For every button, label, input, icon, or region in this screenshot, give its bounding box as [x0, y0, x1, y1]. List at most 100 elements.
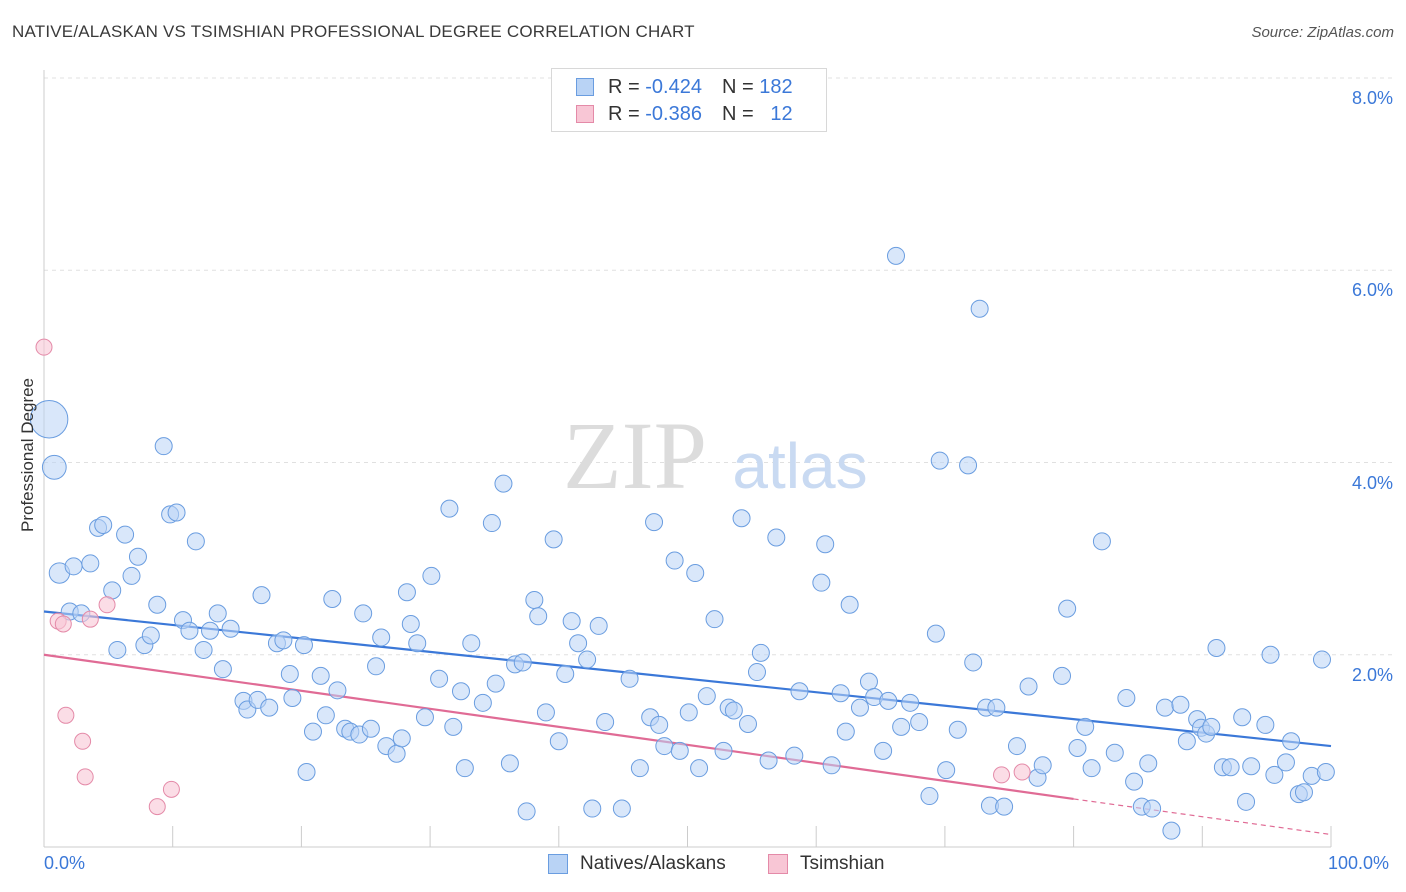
natives-point	[812, 573, 831, 592]
natives-point	[1053, 666, 1072, 685]
x-tick-label-min: 0.0%	[44, 853, 86, 873]
watermark-zip: ZIP	[563, 402, 707, 509]
natives-point	[213, 660, 232, 679]
natives-point	[686, 564, 705, 583]
natives-point	[544, 530, 563, 549]
natives-point	[430, 669, 449, 688]
natives-point	[1068, 738, 1087, 757]
natives-point	[1237, 792, 1256, 811]
tsimshian-trend-line	[43, 653, 1074, 801]
natives-point	[252, 586, 271, 605]
natives-point	[328, 681, 347, 700]
natives-point	[486, 674, 505, 693]
natives-point	[650, 715, 669, 734]
bottom-legend-natives: Natives/Alaskans	[548, 851, 726, 877]
watermark: ZIP atlas	[563, 402, 868, 509]
natives-point	[451, 682, 470, 701]
y-axis-title: Professional Degree	[18, 377, 37, 533]
natives-point	[1202, 717, 1221, 736]
stats-legend: R = -0.424 N = 182 R = -0.386 N = 12	[551, 68, 827, 132]
legend-row-tsimshian: R = -0.386 N = 12	[576, 101, 793, 127]
natives-point	[850, 698, 869, 717]
natives-point	[1105, 743, 1124, 762]
natives-point	[630, 759, 649, 778]
natives-point	[724, 701, 743, 720]
natives-point	[1294, 783, 1313, 802]
natives-point	[697, 687, 716, 706]
natives-point	[816, 535, 835, 554]
natives-point	[1207, 639, 1226, 658]
natives-point	[29, 400, 69, 439]
natives-point	[1058, 599, 1077, 618]
legend-row-natives: R = -0.424 N = 182	[576, 74, 793, 100]
natives-point	[260, 698, 279, 717]
tsimshian-point	[1013, 763, 1031, 781]
y-tick-label: 8.0%	[1351, 88, 1393, 108]
natives-point	[1177, 732, 1196, 751]
natives-point	[1019, 677, 1038, 696]
natives-point	[747, 663, 766, 682]
natives-point	[387, 744, 406, 763]
tsimshian-point	[35, 338, 53, 356]
natives-point	[1242, 757, 1261, 776]
natives-point	[612, 799, 631, 818]
natives-point	[549, 732, 568, 751]
legend-r-value-natives: -0.424	[645, 75, 702, 98]
source-label: Source: ZipAtlas.com	[1251, 24, 1394, 41]
legend-swatch-natives	[576, 78, 594, 96]
natives-point	[397, 583, 416, 602]
legend-n-label: N =	[721, 75, 754, 98]
natives-point	[1139, 754, 1158, 773]
legend-r-label: R =	[608, 102, 640, 125]
natives-point	[1233, 708, 1252, 727]
natives-point	[569, 634, 588, 653]
natives-point	[303, 722, 322, 741]
natives-point	[311, 666, 330, 685]
natives-point	[670, 741, 689, 760]
natives-point	[372, 628, 391, 647]
natives-point	[901, 693, 920, 712]
natives-point	[920, 787, 939, 806]
natives-point	[323, 589, 342, 608]
natives-point	[1171, 695, 1190, 714]
natives-point	[785, 746, 804, 765]
natives-point	[714, 741, 733, 760]
bottom-legend-label-tsimshian: Tsimshian	[800, 853, 885, 874]
trend-lines	[43, 610, 1332, 836]
natives-point	[790, 682, 809, 701]
natives-point	[578, 650, 597, 669]
natives-point	[948, 720, 967, 739]
legend-n-label: N =	[721, 102, 754, 125]
natives-point	[840, 595, 859, 614]
bottom-legend-swatch-tsimshian	[768, 854, 788, 874]
natives-point	[556, 664, 575, 683]
natives-point	[294, 636, 313, 655]
natives-point	[122, 566, 141, 585]
chart-title: NATIVE/ALASKAN VS TSIMSHIAN PROFESSIONAL…	[12, 22, 695, 41]
tsimshian-trend-extrapolation	[1073, 798, 1332, 836]
natives-point	[751, 643, 770, 662]
natives-point	[995, 797, 1014, 816]
natives-point	[1155, 698, 1174, 717]
natives-point	[455, 759, 474, 778]
tsimshian-point	[162, 780, 180, 798]
natives-point	[482, 514, 501, 533]
natives-point	[392, 729, 411, 748]
natives-point	[536, 703, 555, 722]
tsimshian-point	[76, 768, 94, 786]
legend-swatch-tsimshian	[576, 105, 594, 123]
natives-point	[874, 741, 893, 760]
natives-point	[655, 737, 674, 756]
natives-point	[583, 799, 602, 818]
natives-point	[367, 657, 386, 676]
natives-point	[589, 616, 608, 635]
watermark-atlas: atlas	[732, 430, 867, 502]
natives-point	[283, 689, 302, 708]
natives-point	[964, 653, 983, 672]
natives-point	[462, 634, 481, 653]
natives-point	[108, 640, 127, 659]
natives-trend-line	[43, 610, 1332, 748]
natives-point	[1256, 715, 1275, 734]
natives-point	[408, 634, 427, 653]
